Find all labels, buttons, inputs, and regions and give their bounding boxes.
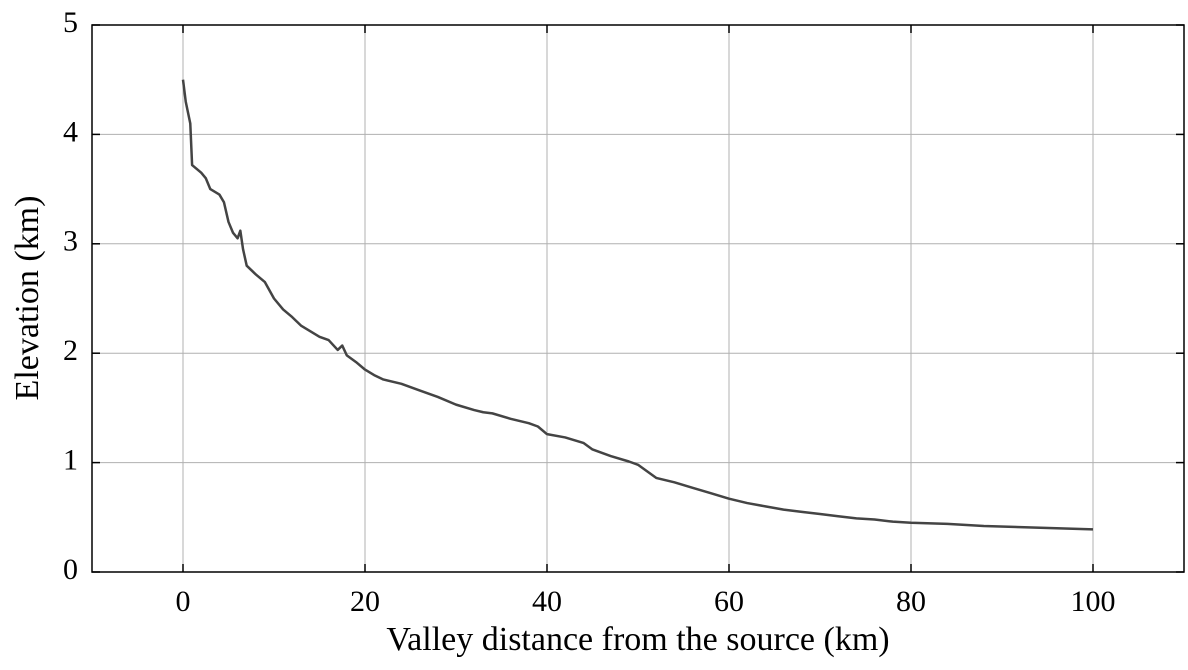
x-tick-label: 0 (176, 585, 191, 618)
y-tick-label: 1 (63, 443, 78, 476)
y-tick-label: 2 (63, 334, 78, 367)
x-tick-label: 80 (896, 585, 926, 618)
x-axis-label: Valley distance from the source (km) (386, 621, 889, 658)
y-tick-label: 5 (63, 6, 78, 39)
x-tick-label: 60 (714, 585, 744, 618)
x-tick-label: 20 (350, 585, 380, 618)
y-axis-label: Elevation (km) (9, 196, 46, 401)
y-tick-label: 3 (63, 225, 78, 258)
x-tick-label: 100 (1071, 585, 1116, 618)
y-tick-label: 4 (63, 115, 78, 148)
data-line (181, 79, 1094, 531)
x-tick-label: 40 (532, 585, 562, 618)
y-tick-label: 0 (63, 553, 78, 586)
plot-frame (91, 24, 1185, 573)
